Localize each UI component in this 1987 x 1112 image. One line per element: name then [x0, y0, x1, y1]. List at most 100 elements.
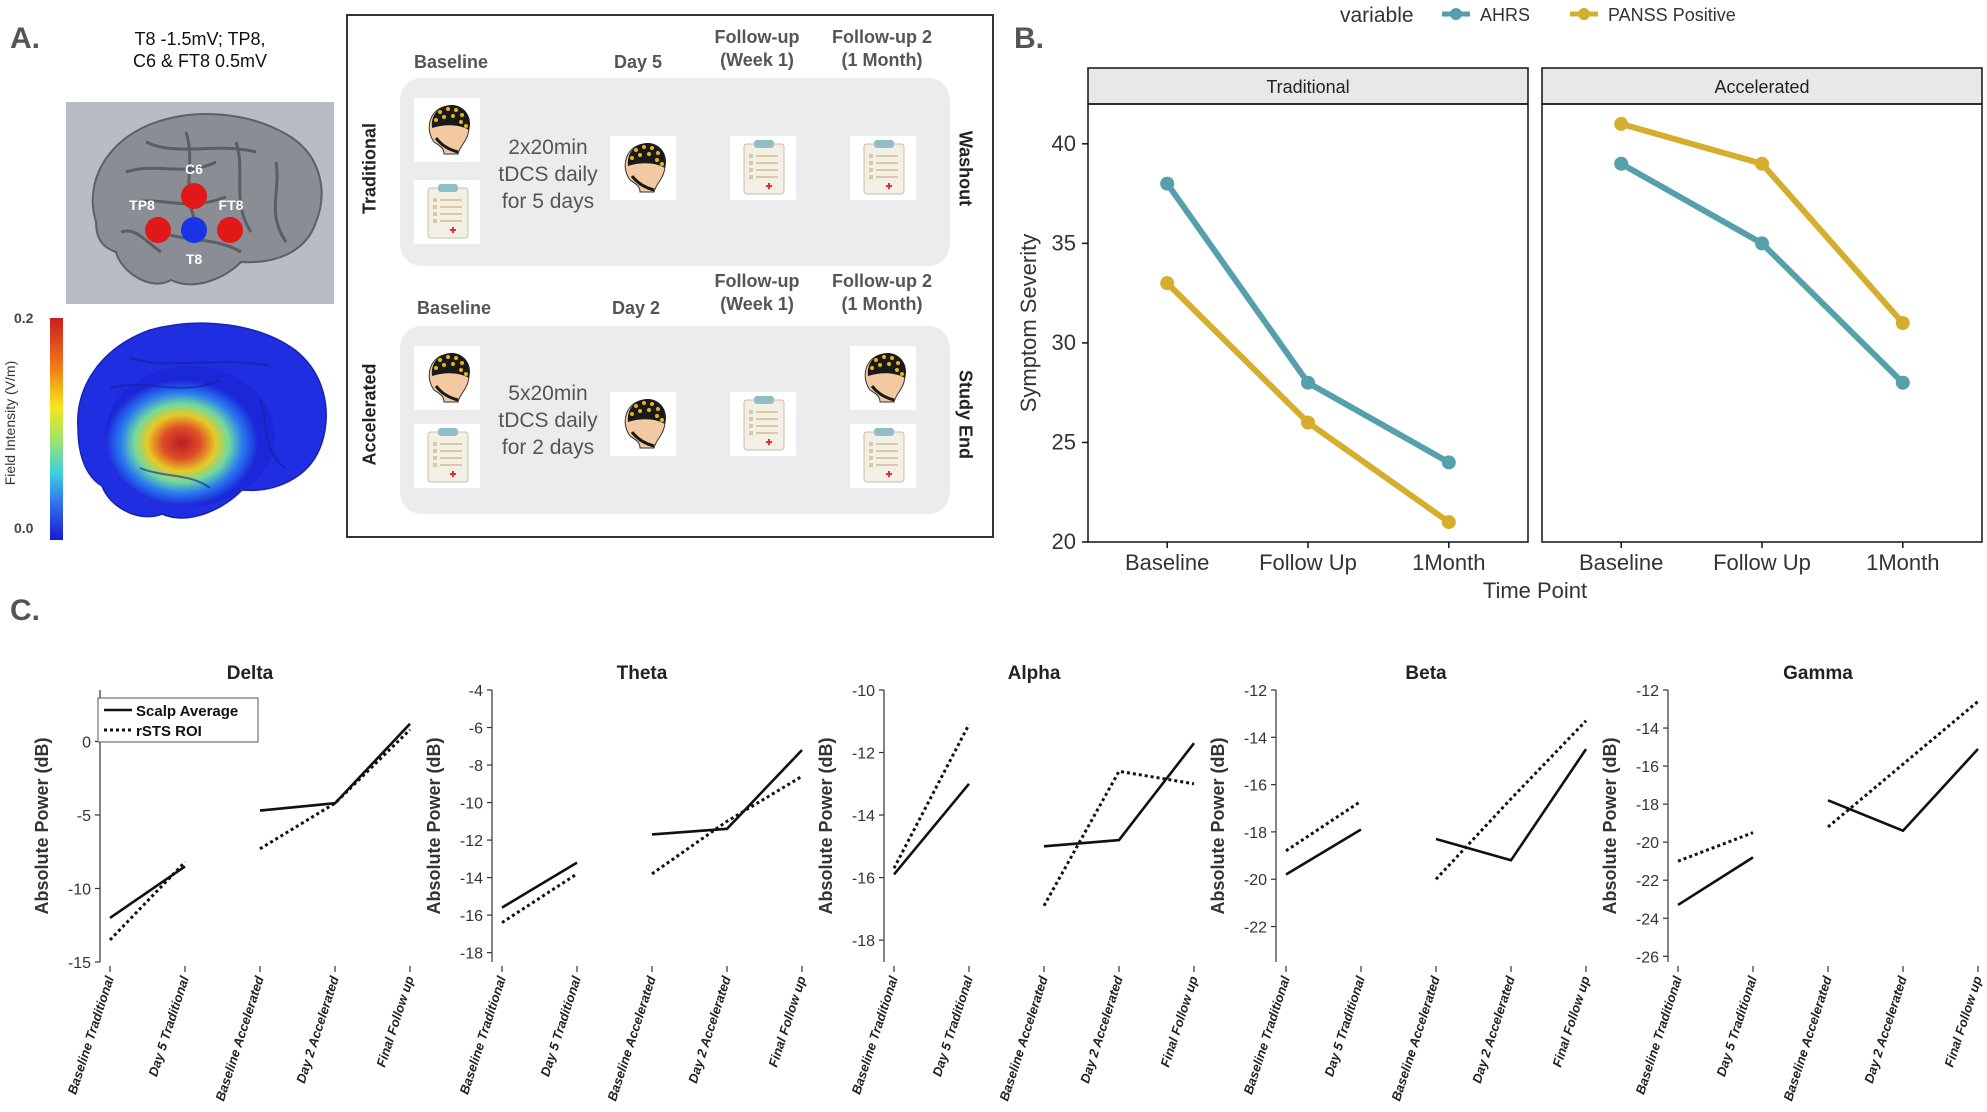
scalp-line-accelerated: [1827, 748, 1979, 833]
scalp-line-traditional: [501, 861, 578, 909]
roi-line-traditional: [501, 872, 578, 924]
field-intensity-image: [77, 322, 327, 519]
traditional-followup2-line2: (1 Month): [841, 50, 923, 70]
eeg-y-tick-label: -10: [852, 683, 875, 700]
data-point: [1895, 375, 1910, 390]
eeg-y-tick-label: 0: [82, 734, 91, 751]
traditional-tp-followup: Follow-up (Week 1): [700, 26, 814, 72]
y-tick-label: 20: [1052, 529, 1076, 554]
data-point: [1614, 116, 1629, 131]
legend-swatch-dot: [1450, 8, 1462, 20]
eeg-y-tick-label: -16: [1244, 778, 1267, 795]
legend-item: PANSS Positive: [1608, 5, 1736, 25]
eeg-power-charts: Delta 0 -5 -10 -15 Absolute Power (dB) Baselin…: [32, 663, 1985, 1103]
eeg-y-tick-label: -16: [852, 871, 875, 888]
eeg-y-tick-label: -22: [1244, 920, 1267, 937]
eeg-x-tick-label: Final Follow up: [765, 974, 809, 1069]
eeg-y-axis-label: Absolute Power (dB): [32, 737, 52, 914]
traditional-dose-line1: 2x20min: [508, 136, 588, 159]
eeg-y-axis-label: Absolute Power (dB): [816, 737, 836, 914]
eeg-x-tick-label: Baseline Traditional: [456, 974, 508, 1096]
electrode-label-c6: C6: [185, 161, 203, 177]
symptom-severity-chart: variable AHRS PANSS Positive Traditional Bas…: [1016, 4, 1983, 603]
eeg-x-tick-label: Baseline Accelerated: [1388, 973, 1443, 1103]
accelerated-row-label: Accelerated: [359, 363, 380, 466]
eeg-x-tick-label: Baseline Accelerated: [1780, 973, 1835, 1103]
series-line: [1165, 281, 1451, 525]
eeg-x-tick-label: Day 5 Traditional: [1713, 974, 1760, 1078]
data-point: [1301, 415, 1315, 430]
facet-strip: [1541, 67, 1983, 105]
eeg-y-tick-label: -14: [852, 808, 875, 825]
traditional-followup-line1: Follow-up: [714, 27, 800, 47]
accelerated-tp-followup: Follow-up (Week 1): [700, 270, 814, 316]
x-tick-label: 1Month: [1866, 550, 1939, 575]
eeg-y-tick-label: -20: [1636, 835, 1659, 852]
brain-electrode-figure: C6 TP8 FT8 T8: [66, 102, 334, 304]
traditional-tp-baseline: Baseline: [414, 52, 489, 72]
accelerated-followup2-line2: (1 Month): [841, 294, 923, 314]
eeg-x-tick-label: Day 5 Traditional: [1321, 974, 1368, 1078]
traditional-tp-followup2: Follow-up 2 (1 Month): [820, 26, 944, 72]
eeg-x-tick-label: Baseline Traditional: [64, 974, 116, 1096]
eeg-x-tick-label: Baseline Traditional: [1240, 974, 1292, 1096]
colorbar-max-label: 0.2: [14, 310, 34, 326]
eeg-y-tick-label: -24: [1636, 911, 1659, 928]
eeg-y-tick-label: -12: [460, 833, 483, 850]
facet-title: Traditional: [1266, 77, 1349, 97]
accelerated-followup-line2: (Week 1): [720, 294, 794, 314]
eeg-y-tick-label: -20: [1244, 872, 1267, 889]
data-point: [1755, 156, 1769, 171]
roi-line-accelerated: [1434, 719, 1588, 881]
eeg-x-tick-label: Day 5 Traditional: [145, 974, 192, 1078]
traditional-dose-line2: tDCS daily: [498, 163, 598, 186]
clipboard-icon: [850, 424, 916, 488]
accelerated-tp-day: Day 2: [612, 298, 661, 318]
y-tick-label: 40: [1052, 131, 1076, 156]
traditional-dose-line3: for 5 days: [501, 190, 595, 213]
eeg-y-tick-label: -26: [1636, 949, 1659, 966]
roi-line-accelerated: [1042, 769, 1195, 907]
protocol-diagram: [346, 14, 994, 538]
accelerated-dose-line1: 5x20min: [508, 382, 588, 405]
x-tick-label: Follow Up: [1259, 550, 1357, 575]
eeg-x-tick-label: Final Follow up: [373, 974, 417, 1069]
eeg-legend: [97, 697, 259, 743]
electrode-ft8: [217, 217, 243, 243]
eeg-x-tick-label: Final Follow up: [1549, 974, 1593, 1069]
eeg-y-tick-label: -10: [460, 796, 483, 813]
scalp-line-traditional: [892, 782, 971, 876]
montage-text: T8 -1.5mV; TP8, C6 & FT8 0.5mV: [95, 28, 305, 72]
electrode-label-t8: T8: [186, 251, 203, 267]
roi-line-accelerated: [259, 728, 412, 851]
data-point: [1301, 375, 1315, 390]
eeg-y-tick-label: -5: [77, 808, 91, 825]
roi-line-traditional: [108, 860, 187, 941]
eeg-y-tick-label: -18: [1636, 797, 1659, 814]
eeg-y-tick-label: -15: [68, 955, 91, 972]
head-eeg-icon: [610, 392, 676, 456]
series-line: [1620, 121, 1906, 325]
accelerated-dose-line2: tDCS daily: [498, 409, 598, 432]
head-eeg-icon: [850, 346, 916, 410]
eeg-x-tick-label: Baseline Accelerated: [604, 973, 659, 1103]
data-point: [1614, 156, 1629, 171]
traditional-row-label: Traditional: [359, 123, 380, 215]
eeg-x-tick-label: Final Follow up: [1941, 974, 1985, 1069]
clipboard-icon: [730, 392, 796, 456]
y-axis-label: Symptom Severity: [1016, 234, 1041, 413]
eeg-panel-title: Alpha: [1008, 663, 1061, 684]
eeg-x-tick-label: Day 2 Accelerated: [685, 973, 734, 1085]
head-eeg-icon: [610, 136, 676, 200]
eeg-y-tick-label: -12: [852, 746, 875, 763]
brain-image: C6 TP8 FT8 T8: [91, 113, 323, 286]
roi-line-accelerated: [651, 775, 803, 876]
eeg-y-tick-label: -16: [1636, 759, 1659, 776]
colorbar-title: Field Intensity (V/m): [2, 360, 18, 486]
y-tick-label: 25: [1052, 429, 1076, 454]
clipboard-icon: [730, 136, 796, 200]
accelerated-followup-line1: Follow-up: [714, 271, 800, 291]
electrode-label-ft8: FT8: [219, 197, 244, 213]
colorbar: [50, 318, 63, 540]
legend-item-scalp: Scalp Average: [136, 703, 238, 720]
